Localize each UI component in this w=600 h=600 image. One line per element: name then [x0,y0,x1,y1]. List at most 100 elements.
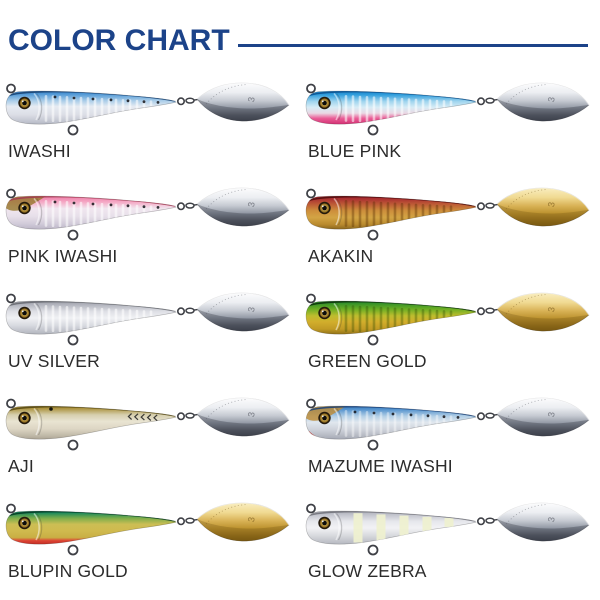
lure-eye [318,96,331,110]
lure-body [305,510,477,545]
swivel-link-icon [485,97,495,104]
lure-cell-glow-zebra: 3 GLOW ZEBRA [300,495,600,600]
swivel-ring-icon [477,412,486,421]
lure-image-blupin-gold: 3 [5,502,290,556]
lure-hardware [6,503,200,556]
lure-image-glow-zebra: 3 [305,502,590,556]
lure-image-mazume-iwashi: 3 [305,397,590,451]
lure-image-uv-silver: 3 [5,292,290,346]
lure-hardware [6,293,200,346]
lure-image-akakin: 3 [305,187,590,241]
spin-blade-icon: 3 [496,502,590,542]
belly-hook-ring-icon [367,544,379,556]
lure-label: MAZUME IWASHI [308,456,453,476]
blade-size-mark: 3 [246,411,257,417]
swivel-ring-icon [177,97,186,106]
lure-label: AKAKIN [308,246,374,266]
belly-hook-ring-icon [67,544,79,556]
spin-blade-icon: 3 [196,82,290,122]
lure-eye [318,411,331,425]
lure-image-iwashi: 3 [5,82,290,136]
lure-cell-blupin-gold: 3 BLUPIN GOLD [0,495,300,600]
belly-hook-ring-icon [367,334,379,346]
lure-eye [318,306,331,320]
belly-hook-ring-icon [367,439,379,451]
lure-hardware [6,188,200,241]
line-tie-ring-icon [306,398,316,409]
lure-body [5,195,177,230]
lure-body-pattern [306,406,476,440]
lure-body [5,90,177,125]
spin-blade-icon: 3 [496,292,590,332]
line-tie-ring-icon [6,293,16,304]
swivel-ring-icon [477,517,486,526]
blade-size-mark: 3 [246,516,257,522]
lure-label: BLUPIN GOLD [8,561,128,581]
line-tie-ring-icon [306,503,316,514]
lure-cell-green-gold: 3 GREEN GOLD [300,285,600,390]
lure-eye [18,516,31,530]
belly-hook-ring-icon [67,439,79,451]
swivel-link-icon [185,202,195,209]
swivel-link-icon [185,517,195,524]
lure-body [305,300,477,335]
line-tie-ring-icon [6,83,16,94]
spin-blade-icon: 3 [196,502,290,542]
swivel-ring-icon [477,202,486,211]
swivel-link-icon [185,412,195,419]
lure-label: AJI [8,456,34,476]
lure-image-green-gold: 3 [305,292,590,346]
swivel-ring-icon [477,307,486,316]
spin-blade-icon: 3 [496,187,590,227]
lure-cell-mazume-iwashi: 3 MAZUME IWASHI [300,390,600,495]
swivel-link-icon [185,307,195,314]
spin-blade-icon: 3 [196,187,290,227]
blade-size-mark: 3 [246,96,257,102]
spin-blade-icon: 3 [496,82,590,122]
lure-hardware [306,398,500,451]
lure-image-aji: 3 [5,397,290,451]
blade-size-mark: 3 [546,411,557,417]
lure-cell-pink-iwashi: 3 PINK IWASHI [0,180,300,285]
lure-eye [18,306,31,320]
spin-blade-icon: 3 [196,397,290,437]
lure-label: PINK IWASHI [8,246,118,266]
line-tie-ring-icon [6,503,16,514]
blade-size-mark: 3 [546,201,557,207]
swivel-link-icon [185,97,195,104]
lure-body [5,300,177,335]
blade-size-mark: 3 [546,306,557,312]
lure-cell-uv-silver: 3 UV SILVER [0,285,300,390]
swivel-ring-icon [177,307,186,316]
line-tie-ring-icon [306,83,316,94]
lure-label: GLOW ZEBRA [308,561,427,581]
line-tie-ring-icon [306,293,316,304]
lure-body [305,195,477,230]
lure-body [305,405,477,440]
line-tie-ring-icon [6,188,16,199]
lure-eye [18,411,31,425]
lure-eye [318,201,331,215]
swivel-link-icon [485,412,495,419]
belly-hook-ring-icon [367,124,379,136]
lure-hardware [6,398,200,451]
lure-eye [18,96,31,110]
blade-size-mark: 3 [246,306,257,312]
lure-body [305,90,477,125]
lure-image-blue-pink: 3 [305,82,590,136]
spin-blade-icon: 3 [496,397,590,437]
spin-blade-icon: 3 [196,292,290,332]
belly-hook-ring-icon [67,334,79,346]
page-header: COLOR CHART [0,0,600,75]
line-tie-ring-icon [306,188,316,199]
swivel-ring-icon [177,517,186,526]
swivel-link-icon [485,307,495,314]
lure-cell-iwashi: 3 IWASHI [0,75,300,180]
belly-hook-ring-icon [367,229,379,241]
blade-size-mark: 3 [246,201,257,207]
lure-label: UV SILVER [8,351,100,371]
swivel-link-icon [485,517,495,524]
lure-hardware [306,83,500,136]
lure-eye [318,516,331,530]
